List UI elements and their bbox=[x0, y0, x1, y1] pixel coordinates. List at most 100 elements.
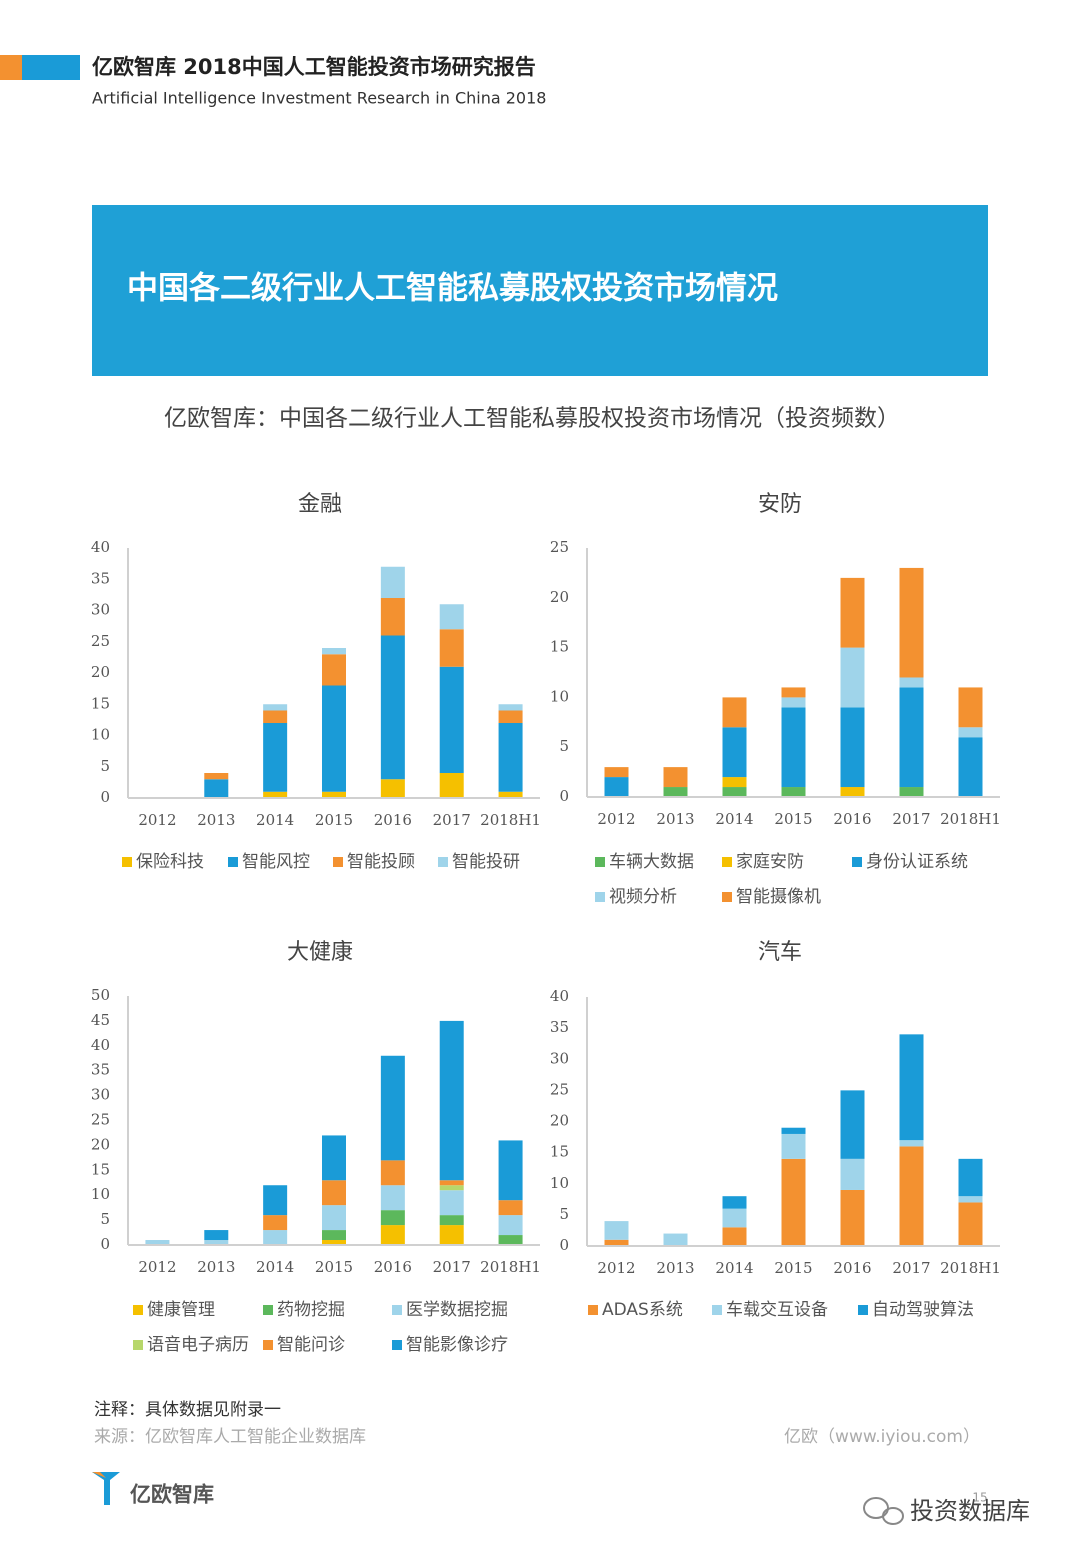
page-number: 15 bbox=[972, 1491, 987, 1505]
x-tick-label: 2012 bbox=[597, 810, 635, 828]
bar-segment bbox=[781, 787, 806, 797]
bar-segment bbox=[604, 777, 629, 797]
y-tick-label: 0 bbox=[559, 1236, 569, 1254]
bar-segment bbox=[958, 1202, 983, 1246]
legend-label: 自动驾驶算法 bbox=[872, 1300, 974, 1320]
bar-segment bbox=[781, 1127, 806, 1134]
legend-label: 车辆大数据 bbox=[609, 852, 694, 872]
bar-segment bbox=[781, 1158, 806, 1246]
bar-segment bbox=[840, 707, 865, 788]
bar-segment bbox=[204, 1230, 229, 1241]
bar-segment bbox=[781, 687, 806, 698]
legend-label: 家庭安防 bbox=[736, 852, 804, 872]
legend-swatch bbox=[133, 1340, 143, 1350]
x-tick-label: 2018H1 bbox=[940, 1259, 1001, 1277]
bar-segment bbox=[322, 1240, 346, 1245]
legend-swatch bbox=[595, 857, 605, 867]
x-tick-label: 2016 bbox=[833, 810, 871, 828]
bar-segment bbox=[322, 791, 346, 798]
legend-swatch bbox=[722, 857, 732, 867]
legend-swatch bbox=[588, 1305, 598, 1315]
y-tick-label: 0 bbox=[100, 1235, 110, 1253]
x-tick-label: 2014 bbox=[715, 810, 753, 828]
x-tick-label: 2015 bbox=[315, 1258, 353, 1276]
y-tick-label: 5 bbox=[559, 737, 569, 755]
y-tick-label: 25 bbox=[91, 1111, 110, 1129]
legend-swatch bbox=[263, 1340, 273, 1350]
legend-label: 智能投顾 bbox=[347, 852, 415, 872]
y-tick-label: 15 bbox=[550, 638, 569, 656]
figure-title: 亿欧智库：中国各二级行业人工智能私募股权投资市场情况（投资频数） bbox=[164, 406, 900, 432]
legend-swatch bbox=[133, 1305, 143, 1315]
legend-label: 智能影像诊疗 bbox=[406, 1335, 508, 1355]
bar-segment bbox=[899, 567, 924, 678]
bar-segment bbox=[722, 1196, 747, 1209]
bar-segment bbox=[439, 1215, 464, 1226]
watermark: 投资数据库 bbox=[910, 1497, 1030, 1525]
chart-title: 汽车 bbox=[758, 940, 802, 965]
bar-segment bbox=[722, 727, 747, 778]
bar-segment bbox=[958, 687, 983, 728]
x-tick-label: 2014 bbox=[256, 1258, 294, 1276]
legend-swatch bbox=[858, 1305, 868, 1315]
bar-segment bbox=[322, 1135, 346, 1181]
bar-segment bbox=[781, 707, 806, 788]
legend-label: 车载交互设备 bbox=[726, 1300, 828, 1320]
bar-segment bbox=[439, 666, 464, 773]
y-tick-label: 20 bbox=[91, 663, 110, 681]
y-tick-label: 40 bbox=[91, 538, 110, 556]
bar-segment bbox=[380, 566, 405, 598]
x-tick-label: 2013 bbox=[197, 1258, 235, 1276]
bar-segment bbox=[263, 704, 288, 711]
y-tick-label: 20 bbox=[550, 588, 569, 606]
bar-segment bbox=[439, 1180, 464, 1186]
legend-label: 身份认证系统 bbox=[866, 852, 968, 872]
bar-segment bbox=[958, 727, 983, 738]
bar-segment bbox=[322, 1180, 346, 1206]
chart-title: 金融 bbox=[298, 492, 342, 517]
y-tick-label: 35 bbox=[91, 569, 110, 587]
y-tick-label: 30 bbox=[91, 601, 110, 619]
x-tick-label: 2017 bbox=[433, 1258, 471, 1276]
legend-label: 智能投研 bbox=[452, 852, 520, 872]
bar-segment bbox=[604, 767, 629, 778]
legend-label: 智能问诊 bbox=[277, 1335, 345, 1355]
y-tick-label: 5 bbox=[100, 757, 110, 775]
bar-segment bbox=[840, 1189, 865, 1246]
legend-label: 药物挖掘 bbox=[277, 1300, 345, 1320]
y-tick-label: 30 bbox=[550, 1049, 569, 1067]
legend-label: 智能摄像机 bbox=[736, 887, 821, 907]
bar-segment bbox=[604, 1239, 629, 1246]
bar-segment bbox=[380, 598, 405, 636]
bar-segment bbox=[899, 787, 924, 797]
x-tick-label: 2014 bbox=[715, 1259, 753, 1277]
chart-title: 大健康 bbox=[287, 940, 353, 965]
legend-swatch bbox=[392, 1340, 402, 1350]
bar-segment bbox=[781, 1133, 806, 1159]
legend-label: 医学数据挖掘 bbox=[406, 1300, 508, 1320]
banner bbox=[92, 205, 988, 376]
bar-segment bbox=[263, 710, 288, 723]
bar-segment bbox=[439, 1190, 464, 1216]
bar-segment bbox=[204, 1240, 229, 1245]
legend-swatch bbox=[852, 857, 862, 867]
bar-segment bbox=[263, 1185, 288, 1216]
header-bar bbox=[22, 55, 80, 80]
bar-segment bbox=[322, 654, 346, 686]
bar-segment bbox=[380, 1055, 405, 1161]
bar-segment bbox=[840, 787, 865, 797]
x-tick-label: 2012 bbox=[597, 1259, 635, 1277]
legend-swatch bbox=[122, 857, 132, 867]
legend-swatch bbox=[228, 857, 238, 867]
legend-label: 健康管理 bbox=[147, 1300, 215, 1320]
bar-segment bbox=[322, 648, 346, 655]
y-tick-label: 15 bbox=[91, 1160, 110, 1178]
legend-swatch bbox=[595, 892, 605, 902]
bar-segment bbox=[498, 704, 523, 711]
bar-segment bbox=[722, 1208, 747, 1228]
bar-segment bbox=[263, 1215, 288, 1231]
legend-label: 视频分析 bbox=[609, 887, 677, 907]
y-tick-label: 20 bbox=[91, 1135, 110, 1153]
bar-segment bbox=[439, 773, 464, 798]
